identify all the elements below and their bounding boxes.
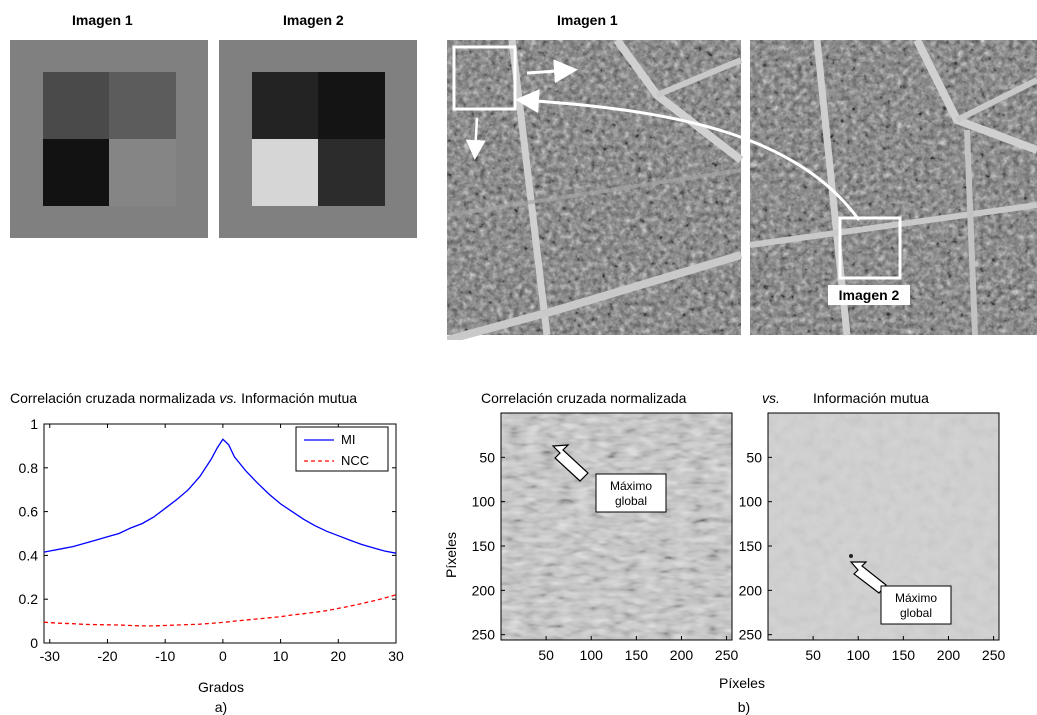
chart-b-ylabel: Píxeles bbox=[443, 532, 459, 578]
chart-a-title-vs: vs. bbox=[219, 390, 238, 406]
image1-quad-top-left bbox=[43, 72, 109, 139]
y-tick-label: 250 bbox=[472, 627, 496, 643]
annotation-ncc-text-2: global bbox=[615, 494, 647, 508]
inset-label-bg bbox=[828, 285, 910, 305]
image2-title: Imagen 2 bbox=[283, 12, 344, 28]
x-tick-label: 150 bbox=[892, 647, 916, 663]
y-tick-label: 100 bbox=[472, 494, 496, 510]
highlight-box-2 bbox=[838, 216, 902, 280]
annotation-mi: Máximo global bbox=[849, 561, 952, 625]
synthetic-image-1 bbox=[10, 40, 208, 238]
y-tick-label: 0.6 bbox=[19, 504, 39, 520]
y-tick-label: 0 bbox=[30, 635, 38, 651]
y-tick-label: 150 bbox=[739, 538, 763, 554]
x-tick-label: -10 bbox=[155, 648, 175, 664]
chart-a-legend: MI NCC bbox=[295, 426, 389, 472]
x-tick-label: 10 bbox=[273, 648, 289, 664]
image2-quad-top-right bbox=[318, 72, 385, 139]
chart-a-xlabel: Grados bbox=[198, 679, 244, 695]
x-tick-label: 250 bbox=[715, 647, 739, 663]
chart-a-caption: a) bbox=[215, 699, 227, 715]
x-tick-label: 20 bbox=[331, 648, 347, 664]
chart-b-vs: vs. bbox=[762, 390, 780, 406]
aerial-figure: Imagen 2 bbox=[447, 40, 1037, 340]
x-tick-label: -30 bbox=[40, 648, 60, 664]
image1-quad-top-right bbox=[109, 72, 176, 139]
y-tick-label: 100 bbox=[739, 494, 763, 510]
aerial-title: Imagen 1 bbox=[557, 12, 618, 28]
chart-a-title: Correlación cruzada normalizada vs. Info… bbox=[10, 390, 357, 406]
image2-quad-top-left bbox=[252, 72, 318, 139]
x-tick-label: 0 bbox=[219, 648, 227, 664]
image1-quad-bottom-left bbox=[43, 139, 109, 206]
chart-b-caption: b) bbox=[738, 699, 750, 715]
arrow-down bbox=[465, 117, 486, 160]
y-tick-label: 200 bbox=[472, 582, 496, 598]
chart-b-xlabel: Píxeles bbox=[719, 675, 765, 691]
chart-b-title-1: Correlación cruzada normalizada bbox=[481, 390, 687, 406]
x-tick-label: 150 bbox=[625, 647, 649, 663]
annotation-ncc-box bbox=[595, 473, 667, 513]
legend-mi-label: MI bbox=[341, 432, 355, 447]
aerial-image-1 bbox=[447, 40, 744, 340]
series-line-ncc bbox=[43, 594, 397, 627]
image1-title: Imagen 1 bbox=[72, 12, 133, 28]
chart-a-title-part-1: Correlación cruzada normalizada bbox=[10, 390, 220, 406]
y-tick-label: 0.4 bbox=[19, 547, 39, 563]
chart-b: 50 100 150 200 250 50 100 150 200 250 50 100 150 200 2… bbox=[443, 412, 1006, 715]
annotation-mi-text-2: global bbox=[900, 606, 932, 620]
y-tick-label: 0.2 bbox=[19, 591, 39, 607]
series-line-mi bbox=[43, 438, 397, 554]
x-tick-label: 200 bbox=[670, 647, 694, 663]
y-tick-label: 0.8 bbox=[19, 460, 39, 476]
image1-quad-bottom-right bbox=[109, 139, 176, 206]
x-tick-label: 50 bbox=[538, 647, 554, 663]
y-tick-label: 200 bbox=[739, 582, 763, 598]
x-tick-label: 100 bbox=[580, 647, 604, 663]
annotation-mi-text: Máximo bbox=[895, 591, 937, 605]
y-tick-label: 250 bbox=[739, 627, 763, 643]
heatmap-ncc bbox=[500, 412, 733, 641]
arrow-right bbox=[526, 59, 578, 84]
legend-ncc-label: NCC bbox=[341, 453, 369, 468]
y-tick-label: 150 bbox=[472, 538, 496, 554]
annotation-mi-box bbox=[880, 585, 952, 625]
x-tick-label: 50 bbox=[805, 647, 821, 663]
highlight-box-1 bbox=[452, 45, 517, 111]
x-tick-label: -20 bbox=[97, 648, 117, 664]
image2-quad-bottom-left bbox=[252, 139, 318, 206]
chart-a-title-part-3: Información mutua bbox=[237, 390, 358, 406]
chart-b-title-2: Información mutua bbox=[813, 390, 929, 406]
annotation-ncc-text: Máximo bbox=[610, 479, 652, 493]
y-tick-label: 1 bbox=[30, 416, 38, 432]
image2-quad-bottom-right bbox=[318, 139, 385, 206]
x-tick-label: 30 bbox=[388, 648, 404, 664]
inset-label: Imagen 2 bbox=[839, 287, 900, 303]
chart-a: -30 -20 -10 0 10 20 30 0 0.2 0.4 0.6 0.8 1 MI NCC Gr… bbox=[19, 416, 404, 715]
y-tick-label: 50 bbox=[479, 449, 495, 465]
x-tick-label: 200 bbox=[937, 647, 961, 663]
synthetic-image-2 bbox=[219, 40, 417, 238]
legend-box bbox=[295, 426, 389, 472]
x-tick-label: 250 bbox=[982, 647, 1006, 663]
arrow-curve bbox=[515, 89, 861, 221]
y-tick-label: 50 bbox=[746, 449, 762, 465]
x-tick-label: 100 bbox=[847, 647, 871, 663]
annotation-ncc: Máximo global bbox=[551, 444, 667, 513]
